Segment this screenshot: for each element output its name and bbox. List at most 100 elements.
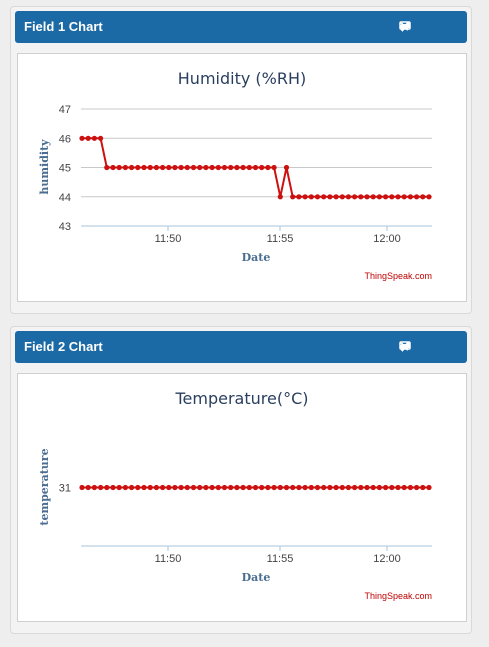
data-point[interactable] xyxy=(141,164,147,171)
data-point[interactable] xyxy=(333,484,339,491)
data-point[interactable] xyxy=(110,484,116,491)
data-point[interactable] xyxy=(358,194,364,200)
data-point[interactable] xyxy=(265,164,271,171)
data-point[interactable] xyxy=(197,484,203,491)
data-point[interactable] xyxy=(252,164,259,171)
data-point[interactable] xyxy=(85,135,91,141)
data-point[interactable] xyxy=(203,484,209,491)
data-point[interactable] xyxy=(147,484,153,491)
data-point[interactable] xyxy=(91,484,97,491)
data-point[interactable] xyxy=(401,194,407,200)
data-point[interactable] xyxy=(234,164,240,171)
minimize-icon[interactable] xyxy=(400,339,459,355)
data-point[interactable] xyxy=(370,484,376,491)
data-point[interactable] xyxy=(246,484,252,491)
data-point[interactable] xyxy=(302,484,308,491)
data-point[interactable] xyxy=(296,484,302,491)
data-point[interactable] xyxy=(283,484,290,491)
data-point[interactable] xyxy=(240,164,246,171)
data-point[interactable] xyxy=(104,164,110,171)
data-point[interactable] xyxy=(166,164,172,171)
data-point[interactable] xyxy=(389,484,395,491)
data-point[interactable] xyxy=(234,484,240,491)
data-point[interactable] xyxy=(147,164,153,171)
data-point[interactable] xyxy=(308,484,314,491)
data-point[interactable] xyxy=(166,484,172,491)
data-point[interactable] xyxy=(246,164,252,171)
data-point[interactable] xyxy=(407,484,413,491)
data-point[interactable] xyxy=(79,484,85,491)
data-point[interactable] xyxy=(203,164,209,171)
data-point[interactable] xyxy=(395,194,401,200)
data-point[interactable] xyxy=(383,484,389,491)
data-point[interactable] xyxy=(98,484,104,491)
data-point[interactable] xyxy=(401,484,407,491)
data-point[interactable] xyxy=(259,164,265,171)
data-point[interactable] xyxy=(160,484,166,491)
data-point[interactable] xyxy=(339,484,345,491)
data-point[interactable] xyxy=(345,194,351,200)
data-point[interactable] xyxy=(420,194,426,200)
data-point[interactable] xyxy=(259,484,265,491)
data-point[interactable] xyxy=(271,164,277,171)
data-point[interactable] xyxy=(116,484,122,491)
data-point[interactable] xyxy=(333,194,339,200)
comment-icon[interactable] xyxy=(399,19,443,35)
data-point[interactable] xyxy=(141,484,147,491)
data-point[interactable] xyxy=(209,484,215,491)
data-point[interactable] xyxy=(129,484,135,491)
data-point[interactable] xyxy=(314,194,321,200)
data-point[interactable] xyxy=(122,484,128,491)
data-point[interactable] xyxy=(172,484,178,491)
data-point[interactable] xyxy=(135,164,141,171)
data-point[interactable] xyxy=(296,194,302,200)
data-point[interactable] xyxy=(407,194,413,200)
data-point[interactable] xyxy=(190,484,197,491)
data-point[interactable] xyxy=(153,484,159,491)
data-point[interactable] xyxy=(302,194,308,200)
data-point[interactable] xyxy=(314,484,321,491)
data-point[interactable] xyxy=(228,484,234,491)
data-point[interactable] xyxy=(364,194,370,200)
data-point[interactable] xyxy=(426,194,432,200)
data-point[interactable] xyxy=(290,194,296,200)
data-point[interactable] xyxy=(376,194,382,200)
data-point[interactable] xyxy=(129,164,135,171)
data-point[interactable] xyxy=(395,484,401,491)
data-point[interactable] xyxy=(209,164,215,171)
data-point[interactable] xyxy=(426,484,432,491)
data-point[interactable] xyxy=(197,164,203,171)
data-point[interactable] xyxy=(370,194,376,200)
data-point[interactable] xyxy=(321,484,327,491)
data-point[interactable] xyxy=(283,164,290,171)
data-point[interactable] xyxy=(277,484,283,491)
data-point[interactable] xyxy=(321,194,327,200)
data-point[interactable] xyxy=(376,484,382,491)
data-point[interactable] xyxy=(178,484,184,491)
data-point[interactable] xyxy=(383,194,389,200)
data-point[interactable] xyxy=(277,194,283,200)
data-point[interactable] xyxy=(184,484,190,491)
data-point[interactable] xyxy=(358,484,364,491)
data-point[interactable] xyxy=(85,484,91,491)
data-point[interactable] xyxy=(221,484,228,491)
data-point[interactable] xyxy=(221,164,228,171)
data-point[interactable] xyxy=(240,484,246,491)
data-point[interactable] xyxy=(104,484,110,491)
data-point[interactable] xyxy=(265,484,271,491)
minimize-icon[interactable] xyxy=(400,19,459,35)
data-point[interactable] xyxy=(339,194,345,200)
data-point[interactable] xyxy=(345,484,351,491)
data-point[interactable] xyxy=(91,135,97,141)
data-point[interactable] xyxy=(122,164,128,171)
data-point[interactable] xyxy=(135,484,141,491)
edit-icon[interactable] xyxy=(401,339,427,355)
data-point[interactable] xyxy=(178,164,184,171)
comment-icon[interactable] xyxy=(399,339,443,355)
data-point[interactable] xyxy=(252,484,259,491)
data-point[interactable] xyxy=(215,164,221,171)
data-point[interactable] xyxy=(308,194,314,200)
data-point[interactable] xyxy=(228,164,234,171)
chart-credit[interactable]: ThingSpeak.com xyxy=(364,591,432,601)
data-point[interactable] xyxy=(153,164,159,171)
